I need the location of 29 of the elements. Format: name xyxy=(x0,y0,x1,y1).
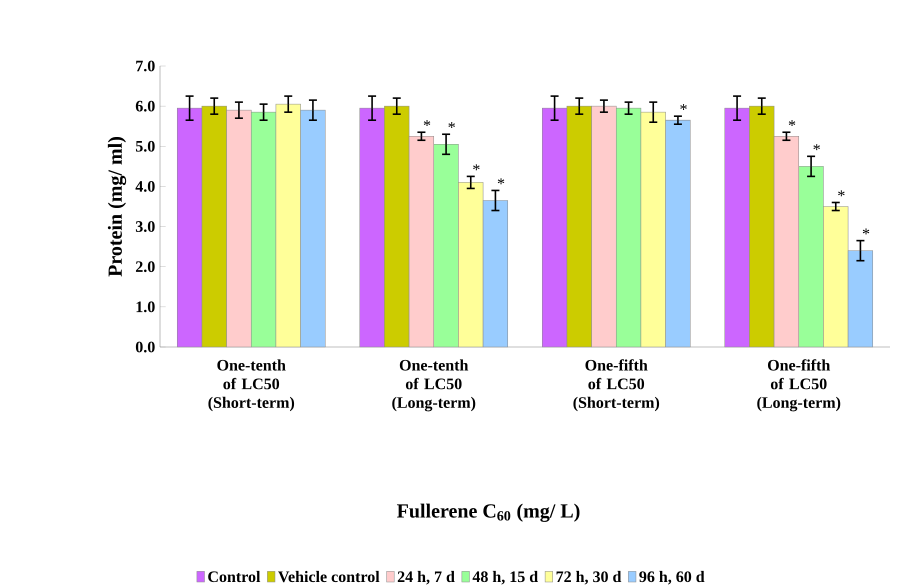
x-tick-label: One-fifth of LC50 (Short-term) xyxy=(573,359,660,412)
x-tick-label: One-tenth of LC50 (Long-term) xyxy=(392,359,476,412)
data-label: * xyxy=(788,120,796,126)
y-tick-label: 5.0 xyxy=(136,140,155,152)
data-label: * xyxy=(813,144,820,150)
x-tick-label: One-tenth of LC50 (Short-term) xyxy=(208,359,294,412)
y-tick-label: 4.0 xyxy=(136,180,155,192)
y-tick-label: 1.0 xyxy=(136,301,155,312)
y-tick-label: 0.0 xyxy=(136,342,155,352)
x-tick-label: One-fifth of LC50 (Long-term) xyxy=(757,359,840,412)
legend-label: 24 h, 7 d xyxy=(398,570,455,584)
data-label: * xyxy=(498,178,504,184)
y-axis-title: Protein (mg/ ml) xyxy=(108,137,126,277)
data-label: * xyxy=(424,120,430,126)
legend-label: Vehicle control xyxy=(278,570,380,582)
x-axis-title: Fullerene C$_{60}$ (mg/ L) xyxy=(396,504,580,522)
legend-label: 96 h, 60 d xyxy=(639,570,705,584)
legend-label: 48 h, 15 d xyxy=(472,570,538,584)
data-label: * xyxy=(680,104,687,110)
y-tick-label: 3.0 xyxy=(136,221,155,232)
data-label: * xyxy=(862,228,870,234)
data-label: * xyxy=(838,190,845,196)
y-tick-label: 2.0 xyxy=(136,261,155,272)
legend-label: 72 h, 30 d xyxy=(556,570,622,584)
y-tick-label: 7.0 xyxy=(136,60,155,72)
y-tick-label: 6.0 xyxy=(136,100,155,112)
data-label: * xyxy=(473,164,480,170)
data-label: * xyxy=(448,122,455,128)
legend-label: Control xyxy=(208,570,260,582)
